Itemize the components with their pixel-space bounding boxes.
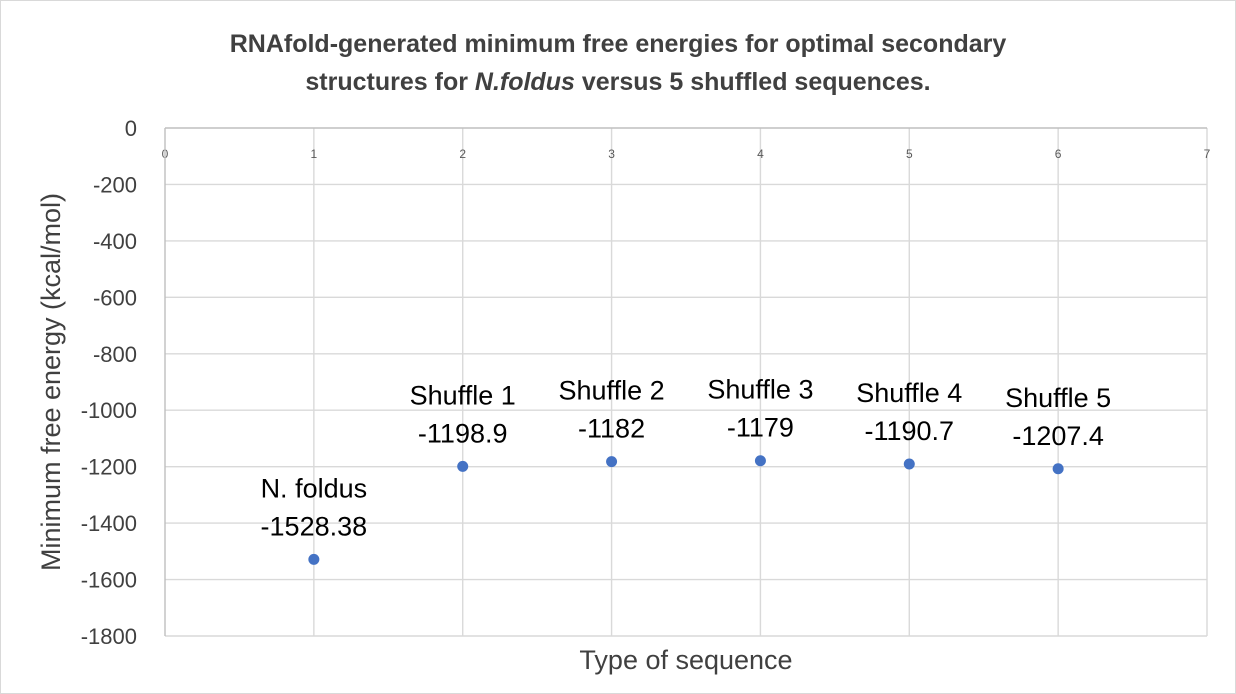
- y-tick-label: -1000: [81, 398, 137, 423]
- data-point: [606, 456, 618, 468]
- data-label-value: -1190.7: [864, 416, 954, 446]
- y-tick-label: -200: [93, 172, 137, 197]
- y-tick-label: -1800: [81, 624, 137, 649]
- x-axis-label: Type of sequence: [579, 645, 792, 675]
- data-label-name: Shuffle 2: [559, 376, 665, 406]
- x-tick-label: 2: [459, 147, 466, 161]
- axes: 0 -200 -400 -600 -800 -1000 -1200 -1400 -1600 -18…: [81, 116, 1211, 649]
- y-tick-label: -800: [93, 342, 137, 367]
- x-tick-label: 3: [608, 147, 615, 161]
- chart-title-line1: RNAfold-generated minimum free energies …: [230, 30, 1007, 58]
- data-label-value: -1198.9: [418, 418, 508, 448]
- data-label-name: Shuffle 4: [856, 378, 962, 408]
- data-point: [308, 553, 320, 565]
- y-tick-label: 0: [125, 116, 137, 141]
- x-tick-label: 5: [906, 147, 913, 161]
- x-tick-label: 7: [1204, 147, 1211, 161]
- title-italic-species: N.foldus: [475, 68, 575, 96]
- y-tick-label: -1200: [81, 455, 137, 480]
- x-tick-label: 1: [311, 147, 318, 161]
- data-label-name: N. foldus: [261, 473, 368, 503]
- y-tick-label: -400: [93, 229, 137, 254]
- y-axis-label: Minimum free energy (kcal/mol): [36, 193, 66, 571]
- data-point: [754, 455, 766, 467]
- data-label-name: Shuffle 5: [1005, 383, 1111, 413]
- data-label-value: -1528.38: [261, 511, 368, 541]
- title-prefix: structures for: [305, 68, 474, 96]
- data-points: [308, 455, 1064, 565]
- y-tick-label: -600: [93, 285, 137, 310]
- data-label-name: Shuffle 1: [410, 380, 516, 410]
- data-label-value: -1182: [578, 414, 645, 444]
- data-label-value: -1179: [727, 413, 794, 443]
- x-tick-label: 6: [1055, 147, 1062, 161]
- gridlines: [165, 128, 1208, 637]
- data-point: [1052, 463, 1064, 475]
- data-point: [457, 460, 469, 472]
- title-suffix: versus 5 shuffled sequences.: [575, 68, 931, 96]
- data-labels: N. foldus -1528.38 Shuffle 1 -1198.9 Shuffle…: [261, 375, 1112, 542]
- y-tick-label: -1400: [81, 511, 137, 536]
- chart-title-line2: structures for N.foldus versus 5 shuffle…: [305, 68, 930, 96]
- y-tick-label: -1600: [81, 568, 137, 593]
- data-label-name: Shuffle 3: [707, 375, 813, 405]
- data-label-value: -1207.4: [1012, 421, 1104, 451]
- x-tick-label: 4: [757, 147, 764, 161]
- data-point: [903, 458, 915, 470]
